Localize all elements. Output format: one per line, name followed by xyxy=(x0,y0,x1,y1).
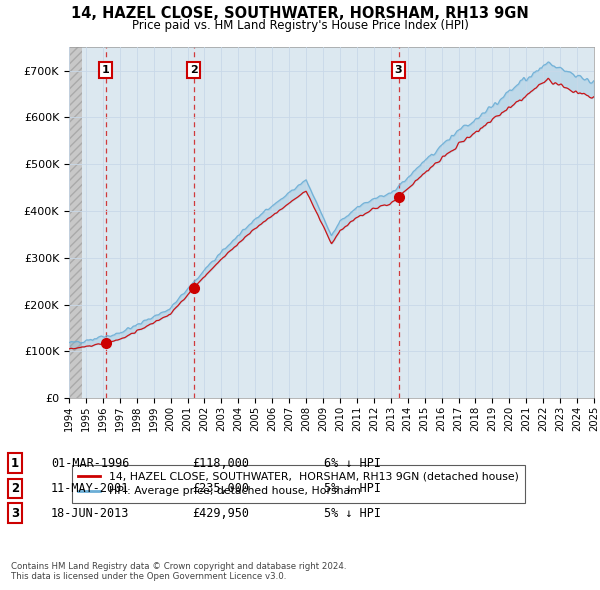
Text: 1: 1 xyxy=(11,457,19,470)
Text: 2: 2 xyxy=(11,482,19,495)
Text: 01-MAR-1996: 01-MAR-1996 xyxy=(51,457,130,470)
Text: 5% ↓ HPI: 5% ↓ HPI xyxy=(324,507,381,520)
Bar xyxy=(69,12,82,398)
Text: 5% ↓ HPI: 5% ↓ HPI xyxy=(324,482,381,495)
Text: 18-JUN-2013: 18-JUN-2013 xyxy=(51,507,130,520)
Text: Contains HM Land Registry data © Crown copyright and database right 2024.
This d: Contains HM Land Registry data © Crown c… xyxy=(11,562,346,581)
Text: 6% ↓ HPI: 6% ↓ HPI xyxy=(324,457,381,470)
Text: £235,000: £235,000 xyxy=(192,482,249,495)
Text: 3: 3 xyxy=(11,507,19,520)
Text: 1: 1 xyxy=(102,65,110,75)
Text: 11-MAY-2001: 11-MAY-2001 xyxy=(51,482,130,495)
Text: Price paid vs. HM Land Registry's House Price Index (HPI): Price paid vs. HM Land Registry's House … xyxy=(131,19,469,32)
Text: 14, HAZEL CLOSE, SOUTHWATER, HORSHAM, RH13 9GN: 14, HAZEL CLOSE, SOUTHWATER, HORSHAM, RH… xyxy=(71,6,529,21)
Text: 2: 2 xyxy=(190,65,197,75)
Legend: 14, HAZEL CLOSE, SOUTHWATER,  HORSHAM, RH13 9GN (detached house), HPI: Average p: 14, HAZEL CLOSE, SOUTHWATER, HORSHAM, RH… xyxy=(72,465,525,503)
Text: 3: 3 xyxy=(395,65,403,75)
Text: £429,950: £429,950 xyxy=(192,507,249,520)
Text: £118,000: £118,000 xyxy=(192,457,249,470)
